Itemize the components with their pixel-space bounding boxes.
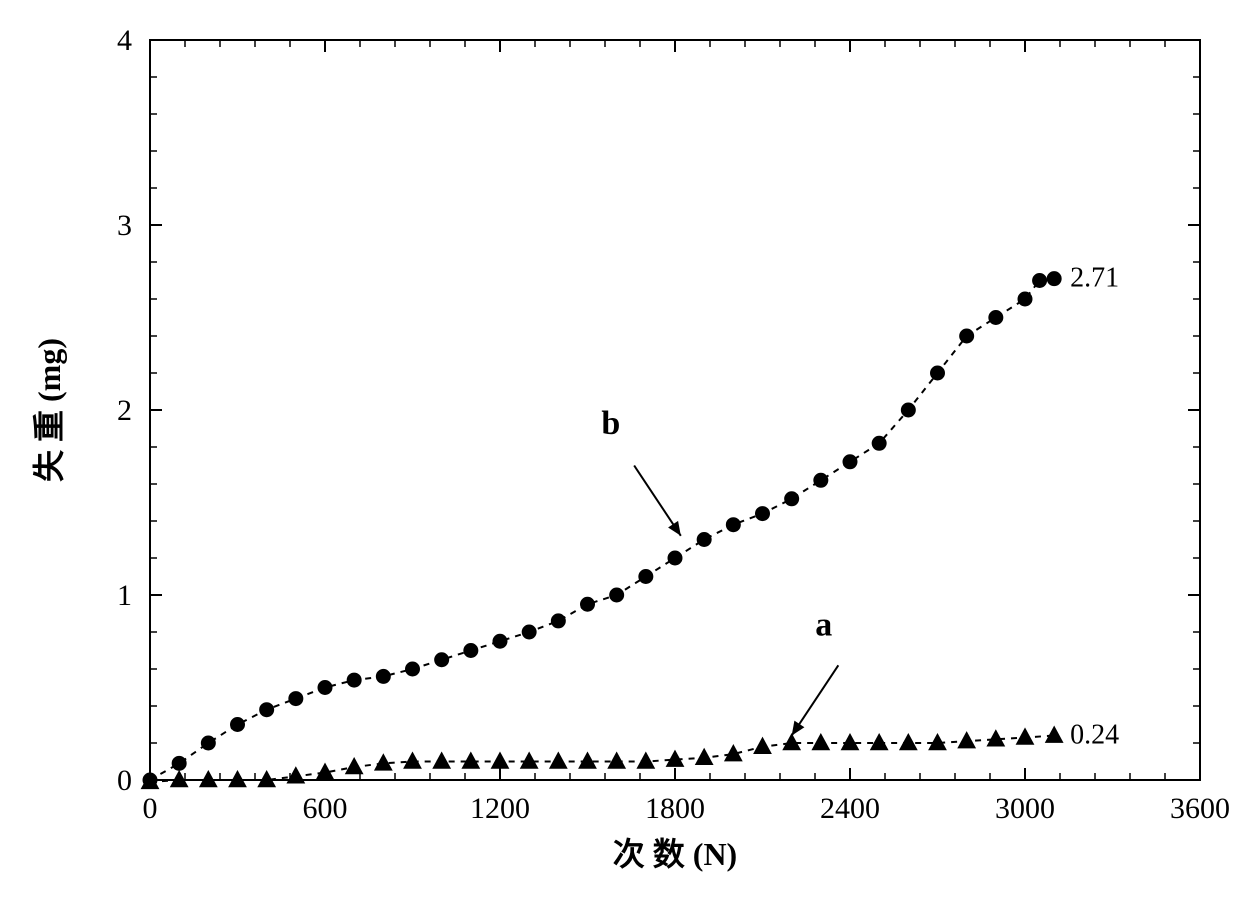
x-axis-label: 次 数 (N) [613, 836, 737, 872]
series-b-marker [960, 329, 974, 343]
series-b-marker [610, 588, 624, 602]
series-b-marker [289, 692, 303, 706]
chart-svg: 0 600 1200 1800 2400 3000 3600 0 1 2 3 4 次 数 (N) 失 重 … [0, 0, 1240, 914]
y-tick-label: 2 [117, 394, 132, 427]
series-b-marker [756, 507, 770, 521]
y-tick-label: 3 [117, 209, 132, 242]
x-tick-label: 2400 [820, 792, 880, 825]
series-b-marker [201, 736, 215, 750]
series-a-marker [346, 758, 363, 774]
series-b-marker [318, 681, 332, 695]
series-a-marker [841, 734, 858, 750]
series-a-marker [1046, 727, 1063, 743]
series-a-marker [900, 734, 917, 750]
series-b-marker [697, 533, 711, 547]
series-b-marker [172, 756, 186, 770]
series-b-marker [639, 570, 653, 584]
series-a-end-label: 0.24 [1070, 720, 1119, 751]
y-tick-label: 0 [117, 764, 132, 797]
plot-frame [150, 40, 1200, 780]
series-b-marker [872, 436, 886, 450]
x-tick-label: 0 [143, 792, 158, 825]
series-a-letter: a [815, 607, 832, 644]
series-a-marker [812, 734, 829, 750]
series-a-marker [783, 734, 800, 750]
series-b-arrowhead [668, 521, 681, 536]
series-b-marker [464, 644, 478, 658]
series-a-line [150, 736, 1054, 782]
series-b-marker [376, 669, 390, 683]
series-b-marker [785, 492, 799, 506]
series-b-marker [493, 634, 507, 648]
series-b-marker [522, 625, 536, 639]
series-a-marker [637, 753, 654, 769]
series-b-end-label: 2.71 [1070, 263, 1119, 294]
series-b-marker [726, 518, 740, 532]
x-tick-label: 1800 [645, 792, 705, 825]
series-b-marker [581, 597, 595, 611]
series-a-marker [229, 771, 246, 787]
x-tick-label: 1200 [470, 792, 530, 825]
x-tick-label: 600 [303, 792, 348, 825]
series-b-marker [435, 653, 449, 667]
x-tick-label: 3600 [1170, 792, 1230, 825]
series-b-letter: b [601, 405, 620, 442]
series-b-marker [989, 311, 1003, 325]
series-a-marker [404, 753, 421, 769]
series-a-marker [579, 753, 596, 769]
series-a-marker [754, 738, 771, 754]
series-b-marker [406, 662, 420, 676]
y-tick-label: 4 [117, 24, 132, 57]
series-b-marker [1033, 274, 1047, 288]
series-b-marker [231, 718, 245, 732]
series-a-marker [550, 753, 567, 769]
series-a-marker [696, 749, 713, 765]
series-a-marker [433, 753, 450, 769]
chart-container: 0 600 1200 1800 2400 3000 3600 0 1 2 3 4 次 数 (N) 失 重 … [0, 0, 1240, 914]
series-b-marker [843, 455, 857, 469]
y-axis-label: 失 重 (mg) [31, 338, 67, 482]
series-a-marker [871, 734, 888, 750]
series-b-marker [901, 403, 915, 417]
series-b-marker [668, 551, 682, 565]
series-a-marker [608, 753, 625, 769]
series-b-marker [260, 703, 274, 717]
series-b-marker [1047, 272, 1061, 286]
series-a-marker [1016, 728, 1033, 744]
series-a-marker [521, 753, 538, 769]
series-b-line [150, 279, 1054, 780]
x-tick-label: 3000 [995, 792, 1055, 825]
series-a-arrowhead [792, 721, 805, 736]
series-b-marker [1018, 292, 1032, 306]
series-b-marker [551, 614, 565, 628]
series-a-marker [200, 771, 217, 787]
series-a-marker [958, 732, 975, 748]
y-tick-label: 1 [117, 579, 132, 612]
series-a-marker [491, 753, 508, 769]
series-b-marker [347, 673, 361, 687]
series-b-marker [814, 473, 828, 487]
series-a-marker [462, 753, 479, 769]
series-b-marker [931, 366, 945, 380]
